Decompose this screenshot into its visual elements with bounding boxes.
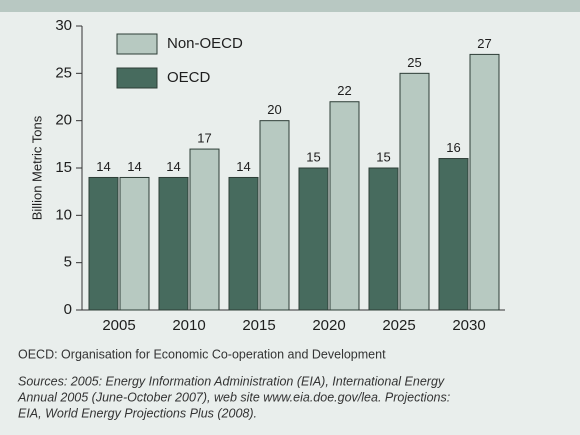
bar	[469, 53, 500, 311]
value-label: 25	[407, 55, 421, 70]
bar	[228, 176, 259, 311]
note: OECD: Organisation for Economic Co-opera…	[18, 347, 386, 361]
bar	[158, 176, 189, 311]
x-tick-label: 2025	[382, 317, 415, 334]
value-label: 14	[96, 159, 110, 174]
source-line: Annual 2005 (June-October 2007), web sit…	[17, 390, 450, 404]
bar	[119, 176, 150, 311]
x-tick-label: 2030	[452, 317, 485, 334]
legend-swatch	[116, 33, 158, 55]
x-tick-label: 2015	[242, 317, 275, 334]
legend-label: OECD	[167, 69, 211, 86]
value-label: 15	[306, 149, 320, 164]
y-tick-label: 5	[64, 254, 72, 271]
y-tick-label: 15	[55, 159, 72, 176]
value-label: 15	[376, 149, 390, 164]
y-tick-label: 20	[55, 112, 72, 129]
value-label: 14	[236, 159, 250, 174]
source-line: Sources: 2005: Energy Information Admini…	[18, 374, 445, 388]
bar	[88, 176, 119, 311]
x-tick-label: 2010	[172, 317, 205, 334]
bar	[438, 158, 469, 311]
source-line: EIA, World Energy Projections Plus (2008…	[18, 406, 257, 420]
value-label: 22	[337, 83, 351, 98]
bar	[189, 148, 220, 311]
legend-label: Non-OECD	[167, 35, 243, 52]
bar	[368, 167, 399, 311]
x-tick-label: 2020	[312, 317, 345, 334]
bar	[329, 101, 360, 311]
value-label: 14	[127, 159, 141, 174]
value-label: 17	[197, 131, 211, 146]
value-label: 14	[166, 159, 180, 174]
y-tick-label: 30	[55, 17, 72, 34]
bar	[399, 72, 430, 311]
y-tick-label: 10	[55, 206, 72, 223]
value-label: 16	[446, 140, 460, 155]
y-tick-label: 25	[55, 64, 72, 81]
value-label: 20	[267, 102, 281, 117]
bar	[259, 120, 290, 311]
x-tick-label: 2005	[102, 317, 135, 334]
sources: Sources: 2005: Energy Information Admini…	[17, 374, 450, 420]
bar	[298, 167, 329, 311]
top-band	[0, 0, 580, 12]
y-axis-label: Billion Metric Tons	[29, 115, 44, 220]
value-label: 27	[477, 36, 491, 51]
y-tick-label: 0	[64, 301, 72, 318]
legend-swatch	[116, 67, 158, 89]
